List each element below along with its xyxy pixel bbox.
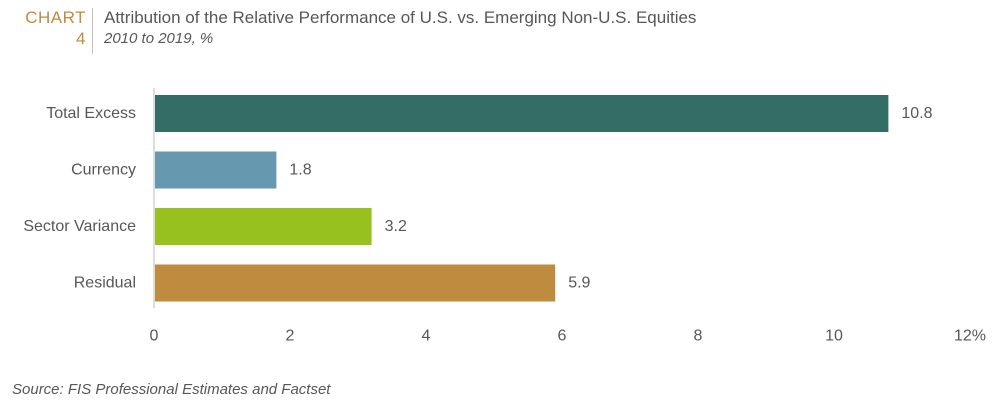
category-label: Sector Variance <box>23 218 136 235</box>
bar <box>155 208 372 245</box>
header-divider <box>92 8 93 54</box>
bar <box>155 264 556 302</box>
chart-title: Attribution of the Relative Performance … <box>104 8 697 27</box>
x-tick-label: 4 <box>422 328 431 345</box>
x-tick-label: 12% <box>954 328 986 345</box>
chart-word: CHART <box>25 8 86 27</box>
chart-subtitle: 2010 to 2019, % <box>104 30 214 47</box>
chart-header: CHART 4 Attribution of the Relative Perf… <box>0 4 1002 56</box>
data-label: 3.2 <box>385 218 407 235</box>
chart-number-label: CHART 4 <box>25 7 86 49</box>
bar <box>155 151 277 189</box>
category-label: Total Excess <box>46 105 136 122</box>
source-note: Source: FIS Professional Estimates and F… <box>12 381 331 398</box>
bar <box>155 95 889 132</box>
chart-number: 4 <box>76 29 86 48</box>
x-tick-label: 0 <box>150 328 159 345</box>
x-tick-label: 2 <box>286 328 295 345</box>
bar-chart: Total Excess 10.8 Currency 1.8 Sector Varian… <box>23 88 986 345</box>
x-tick-label: 10 <box>825 328 843 345</box>
data-label: 10.8 <box>901 105 932 122</box>
data-label: 1.8 <box>289 162 311 179</box>
category-label: Residual <box>74 275 136 292</box>
category-label: Currency <box>71 162 136 179</box>
x-tick-label: 6 <box>558 328 567 345</box>
x-tick-label: 8 <box>694 328 703 345</box>
data-label: 5.9 <box>568 275 590 292</box>
